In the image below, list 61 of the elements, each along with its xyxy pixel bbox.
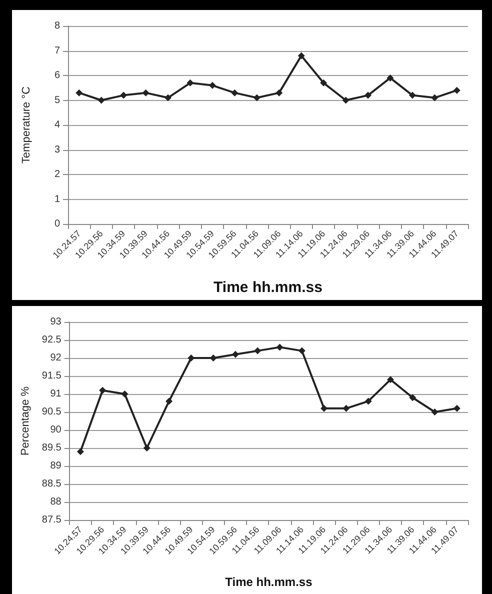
point [298,347,306,354]
point [276,344,284,351]
point [188,354,195,362]
point [408,92,416,99]
point [121,390,128,398]
point [166,398,173,405]
point [364,92,372,99]
y-tick-label: 0 [54,218,60,230]
point [453,404,460,412]
y-tick-label: 91 [50,388,62,400]
y-tick-label: 87.5 [42,514,62,526]
x-axis-title: Time hh.mm.ss [225,575,313,589]
point [342,96,350,104]
point [76,448,84,456]
y-tick-label: 89 [50,460,62,472]
point [142,89,150,96]
point [164,94,172,102]
point [320,404,328,412]
point [342,404,350,412]
point [120,92,128,99]
x-axis-title: Time hh.mm.ss [214,279,322,296]
y-tick-label: 92 [50,352,62,364]
point [210,354,217,362]
y-tick-label: 90.5 [42,406,62,418]
y-axis-title: Temperature °C [20,86,32,164]
y-tick-label: 8 [54,20,60,32]
point [98,96,105,104]
y-tick-label: 5 [54,94,60,106]
point [431,408,438,416]
point [386,376,394,384]
point [386,74,394,82]
point [431,94,438,102]
y-tick-label: 4 [54,120,60,130]
y-tick-label: 90 [50,424,62,436]
point [76,89,83,96]
y-tick-label: 1 [54,194,60,205]
y-tick-label: 89.5 [42,442,62,454]
y-tick-label: 91.5 [42,370,62,382]
y-tick-label: 88 [50,496,62,508]
y-tick-label: 3 [54,144,60,156]
point [254,347,262,354]
point [276,89,283,96]
point [231,89,238,96]
point [298,52,305,60]
point [409,394,416,402]
point [253,94,260,102]
point [99,386,106,394]
y-tick-label: 7 [54,45,60,56]
y-tick-label: 93 [50,316,62,328]
point [453,86,460,94]
point [364,398,372,405]
point [186,79,194,86]
y-tick-label: 88.5 [42,478,62,490]
point [320,79,328,86]
y-axis-title: Percentage % [20,386,32,456]
point [232,350,239,358]
point [143,444,150,452]
y-tick-label: 92.5 [42,334,62,346]
point [208,82,216,89]
y-tick-label: 2 [54,169,60,180]
y-tick-label: 6 [54,70,60,81]
